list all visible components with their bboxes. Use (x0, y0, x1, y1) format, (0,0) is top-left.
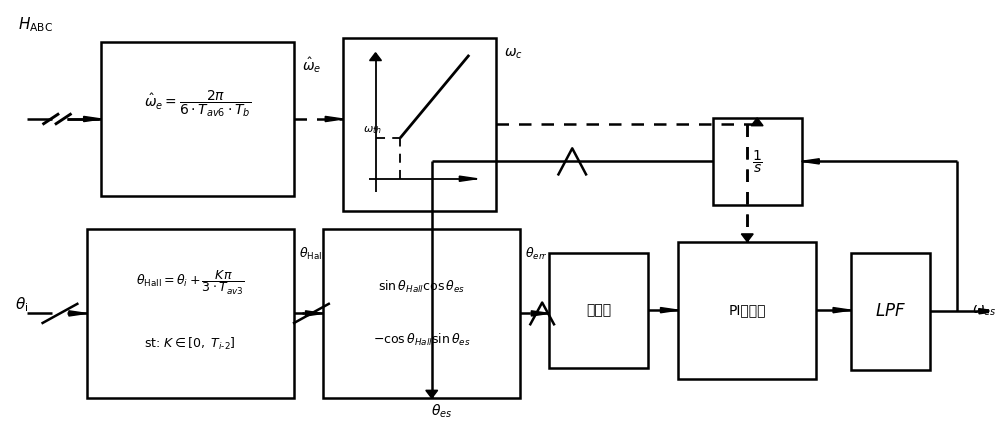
Bar (678, 242, 816, 378)
Text: $\omega_{th}$: $\omega_{th}$ (363, 124, 381, 136)
Text: $\theta_{\rm Hall}$: $\theta_{\rm Hall}$ (299, 246, 324, 262)
Polygon shape (426, 390, 438, 398)
Bar (549, 253, 648, 368)
Polygon shape (306, 311, 323, 316)
Text: $\theta_{\rm Hall} = \theta_i + \dfrac{K\pi}{3 \cdot T_{av3}}$: $\theta_{\rm Hall} = \theta_i + \dfrac{K… (136, 269, 245, 297)
Bar (851, 253, 930, 370)
Bar (323, 229, 520, 398)
Text: $\sin\theta_{\mathit{Hall}}\cos\theta_{es}$: $\sin\theta_{\mathit{Hall}}\cos\theta_{e… (378, 279, 465, 295)
Polygon shape (84, 117, 101, 121)
Text: $-\cos\theta_{\mathit{Hall}}\sin\theta_{es}$: $-\cos\theta_{\mathit{Hall}}\sin\theta_{… (373, 331, 471, 348)
Text: $\hat{\omega}_e$: $\hat{\omega}_e$ (302, 55, 321, 74)
Text: $\theta_{es}$: $\theta_{es}$ (431, 403, 452, 420)
Text: $\dfrac{1}{s}$: $\dfrac{1}{s}$ (752, 148, 763, 175)
Polygon shape (741, 234, 753, 242)
Polygon shape (69, 311, 87, 316)
Bar (713, 118, 802, 205)
Text: $H_{\rm ABC}$: $H_{\rm ABC}$ (18, 15, 53, 33)
Polygon shape (660, 308, 678, 313)
Text: 陷波器: 陷波器 (586, 303, 611, 317)
Text: $\omega_{es}$: $\omega_{es}$ (972, 304, 996, 319)
Polygon shape (802, 159, 819, 164)
Polygon shape (979, 308, 997, 314)
Text: $\theta_{err}$: $\theta_{err}$ (525, 246, 548, 262)
Bar (101, 42, 294, 196)
Text: st: $K \in [0, \ T_{i\text{-}2}]$: st: $K \in [0, \ T_{i\text{-}2}]$ (144, 336, 236, 352)
Bar (343, 37, 496, 211)
Polygon shape (459, 176, 477, 181)
Text: PI调节器: PI调节器 (729, 303, 766, 317)
Polygon shape (751, 118, 763, 126)
Polygon shape (370, 53, 381, 61)
Polygon shape (531, 311, 549, 316)
Text: $\mathit{LPF}$: $\mathit{LPF}$ (875, 302, 906, 320)
Polygon shape (325, 117, 343, 121)
Text: $\hat{\omega}_e = \dfrac{2\pi}{6 \cdot T_{av6} \cdot T_b}$: $\hat{\omega}_e = \dfrac{2\pi}{6 \cdot T… (144, 88, 251, 119)
Text: $\theta_{\rm i}$: $\theta_{\rm i}$ (15, 295, 28, 314)
Text: $\omega_c$: $\omega_c$ (504, 46, 523, 61)
Bar (87, 229, 294, 398)
Polygon shape (833, 308, 851, 313)
